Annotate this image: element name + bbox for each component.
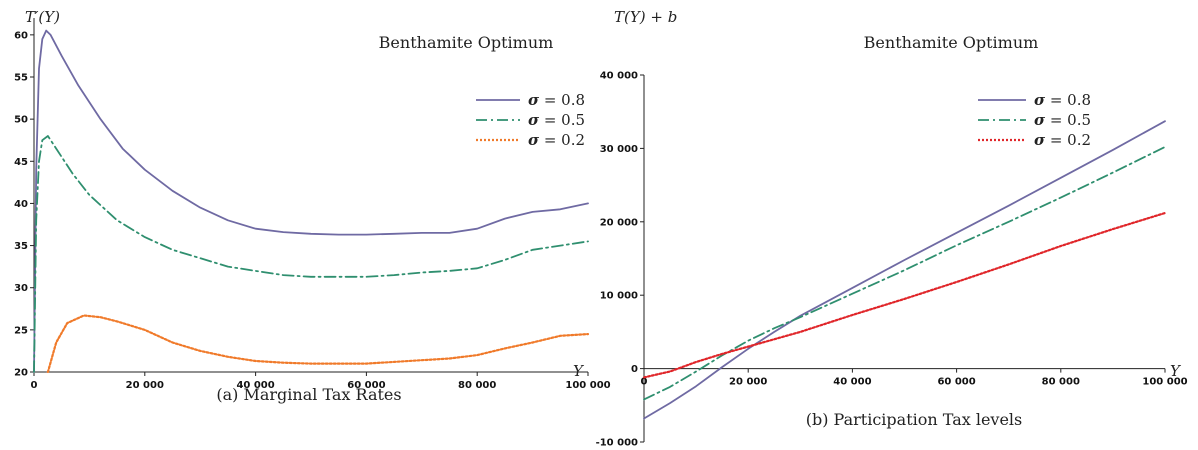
- y-tick-label: 30 000: [600, 144, 638, 155]
- legend-entry: σ = 0.2: [528, 131, 585, 149]
- x-tick-label: 0: [641, 377, 648, 388]
- legend-symbol: σ: [1034, 131, 1046, 149]
- x-tick-label: 40 000: [833, 377, 871, 388]
- x-tick-label: 100 000: [1142, 377, 1187, 388]
- x-axis-label: Y: [573, 362, 585, 380]
- legend-entry: σ = 0.8: [528, 91, 585, 109]
- x-tick-label: 100 000: [565, 380, 610, 391]
- legend-entry: σ = 0.8: [1034, 91, 1091, 109]
- legend-text: = 0.5: [539, 111, 585, 129]
- x-axis-label: Y: [1170, 362, 1182, 380]
- marginal-tax-rates-chart: 20 25 30 35 40 45 50 55 60 0 20 000 40 000 60 000 80 …: [14, 8, 611, 404]
- x-tick-label: 60 000: [347, 380, 385, 391]
- x-tick-label: 0: [31, 380, 38, 391]
- y-tick-label: 40 000: [600, 71, 638, 82]
- legend-symbol: σ: [528, 111, 540, 129]
- series-line-05: [643, 145, 1166, 401]
- series-line-05: [33, 135, 589, 373]
- chart-title: Benthamite Optimum: [864, 33, 1039, 52]
- chart-caption: (b) Participation Tax levels: [806, 410, 1023, 429]
- y-axis-label: T(Y) + b: [614, 8, 677, 26]
- legend-entry: σ = 0.5: [1034, 111, 1091, 129]
- y-tick-label: 30: [14, 283, 28, 294]
- y-tick-label: 60: [14, 30, 28, 41]
- legend-symbol: σ: [1034, 111, 1046, 129]
- chart-title: Benthamite Optimum: [379, 33, 554, 52]
- legend-symbol: σ: [1034, 91, 1046, 109]
- y-tick-label: 35: [14, 241, 28, 252]
- y-tick-label: 0: [631, 364, 638, 375]
- y-tick-label: 10 000: [600, 291, 638, 302]
- legend-text: = 0.8: [1045, 91, 1091, 109]
- legend-entry: σ = 0.2: [1034, 131, 1091, 149]
- legend-symbol: σ: [528, 131, 540, 149]
- series-line-02: [642, 211, 1167, 379]
- x-tick-label: 20 000: [729, 377, 767, 388]
- y-tick-label: 45: [14, 157, 28, 168]
- x-tick-label: 60 000: [937, 377, 975, 388]
- participation-tax-chart: -10 000 0 10 000 20 000 30 000 40 000 0 20 000 4…: [596, 8, 1188, 449]
- y-tick-label: 40: [14, 199, 28, 210]
- chart-caption: (a) Marginal Tax Rates: [216, 385, 401, 404]
- y-tick-label: 20: [14, 368, 28, 379]
- y-tick-label: 25: [14, 325, 28, 336]
- x-tick-label: 40 000: [236, 380, 274, 391]
- series-line-08: [643, 120, 1166, 420]
- x-tick-label: 80 000: [1042, 377, 1080, 388]
- series-line-02: [46, 314, 590, 374]
- legend-symbol: σ: [528, 91, 540, 109]
- y-tick-label: 50: [14, 115, 28, 126]
- legend-text: = 0.2: [539, 131, 585, 149]
- y-tick-label: 55: [14, 73, 28, 84]
- series-line-08: [33, 29, 589, 373]
- y-tick-label: 20 000: [600, 217, 638, 228]
- legend-text: = 0.8: [539, 91, 585, 109]
- y-tick-label: -10 000: [596, 438, 638, 449]
- x-tick-label: 20 000: [126, 380, 164, 391]
- legend-text: = 0.2: [1045, 131, 1091, 149]
- x-tick-label: 80 000: [458, 380, 496, 391]
- y-axis-label: T′(Y): [25, 8, 60, 26]
- legend-entry: σ = 0.5: [528, 111, 585, 129]
- legend-text: = 0.5: [1045, 111, 1091, 129]
